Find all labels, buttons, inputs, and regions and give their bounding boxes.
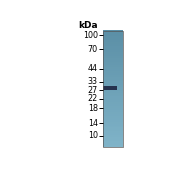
Bar (103, 87, 123, 89)
Bar (103, 44, 123, 46)
Bar (103, 38, 123, 40)
Bar (103, 65, 123, 68)
Bar (103, 106, 123, 108)
Bar (103, 58, 123, 60)
Bar (103, 85, 123, 87)
Bar (103, 98, 123, 100)
Text: 22: 22 (88, 94, 98, 103)
Bar (103, 46, 123, 48)
Bar (103, 48, 123, 50)
Bar (103, 94, 123, 97)
Bar (103, 141, 123, 143)
Bar (103, 133, 123, 135)
Bar (103, 60, 123, 62)
Bar (103, 131, 123, 133)
Bar (103, 114, 123, 116)
Text: 70: 70 (88, 45, 98, 54)
Text: kDa: kDa (78, 21, 98, 30)
Bar (103, 30, 123, 33)
Text: 14: 14 (88, 119, 98, 128)
Bar (103, 126, 123, 128)
Bar (103, 112, 123, 114)
Text: 10: 10 (88, 131, 98, 140)
Text: 27: 27 (88, 86, 98, 95)
Bar (103, 102, 123, 104)
Bar (103, 64, 123, 66)
Bar (103, 71, 123, 73)
Bar (103, 54, 123, 56)
Bar (103, 145, 123, 147)
Bar (103, 89, 123, 91)
Bar (103, 56, 123, 58)
Bar (103, 127, 123, 130)
Bar (103, 96, 123, 98)
Bar (103, 110, 123, 112)
Bar (103, 31, 123, 147)
Bar (103, 42, 123, 44)
Bar (103, 108, 123, 110)
Bar (103, 52, 123, 54)
Bar (103, 139, 123, 141)
Text: 33: 33 (88, 77, 98, 86)
Bar (103, 104, 123, 106)
Text: 18: 18 (88, 104, 98, 113)
Bar (103, 79, 123, 81)
Bar (103, 69, 123, 71)
Bar (103, 116, 123, 118)
Text: 44: 44 (88, 64, 98, 73)
Bar (103, 137, 123, 139)
Bar (103, 100, 123, 102)
Bar (103, 129, 123, 132)
Bar (103, 62, 123, 64)
Bar (103, 75, 123, 77)
Bar (103, 118, 123, 120)
Bar (103, 77, 123, 79)
Bar (103, 81, 123, 83)
Bar (103, 50, 123, 52)
Bar (103, 120, 123, 122)
Bar (103, 135, 123, 137)
Bar (103, 34, 123, 36)
Bar (103, 40, 123, 42)
Text: 100: 100 (83, 31, 98, 40)
Bar (103, 32, 123, 35)
Bar (103, 91, 123, 93)
Bar (103, 86, 117, 90)
Bar (103, 143, 123, 145)
Bar (103, 83, 123, 85)
Bar (103, 124, 123, 126)
Bar (103, 67, 123, 69)
Bar (103, 36, 123, 38)
Bar (103, 73, 123, 75)
Bar (103, 93, 123, 95)
Bar (103, 122, 123, 124)
